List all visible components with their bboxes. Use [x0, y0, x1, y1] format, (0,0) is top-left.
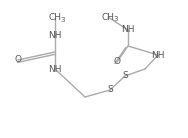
Text: 3: 3: [113, 16, 118, 22]
Text: NH: NH: [121, 26, 135, 34]
Text: CH: CH: [49, 14, 61, 22]
Text: S: S: [122, 71, 128, 80]
Text: NH: NH: [48, 30, 62, 39]
Text: S: S: [107, 86, 113, 95]
Text: O: O: [14, 55, 21, 64]
Text: NH: NH: [48, 64, 62, 74]
Text: NH: NH: [151, 51, 165, 59]
Text: 3: 3: [60, 17, 65, 23]
Text: CH: CH: [102, 13, 114, 22]
Text: O: O: [114, 58, 121, 67]
